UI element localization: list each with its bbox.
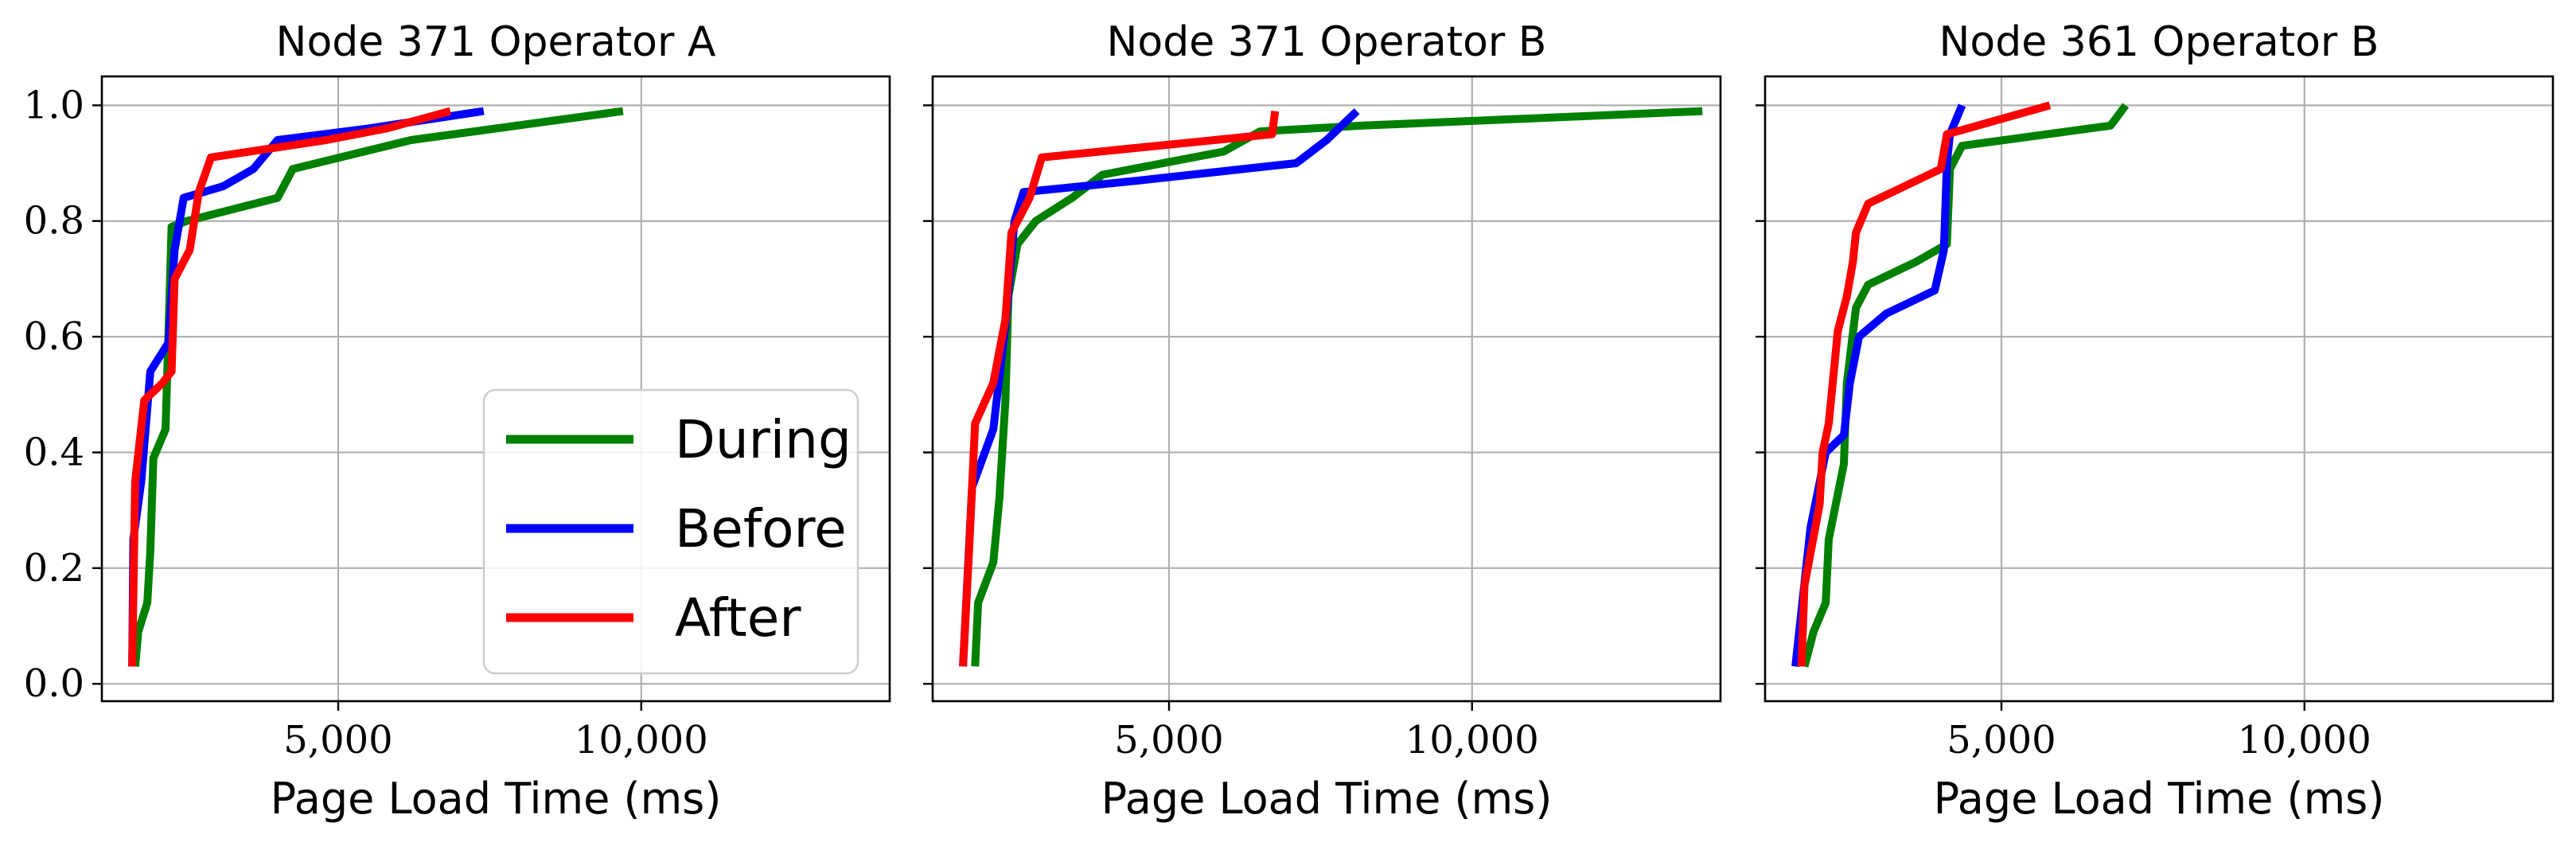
x-tick-label: 10,000 (1405, 718, 1539, 762)
chart-title: Node 371 Operator A (276, 18, 716, 66)
series-line-during (971, 107, 1703, 667)
series-line-after (959, 110, 1280, 667)
axes-frame (100, 75, 891, 703)
x-axis-label: Page Load Time (ms) (1101, 774, 1553, 824)
x-tick-label: 5,000 (283, 718, 392, 762)
legend: During Before After (482, 388, 859, 675)
x-axis-label: Page Load Time (ms) (271, 774, 722, 824)
x-tick-label: 5,000 (1947, 718, 2056, 762)
axes-frame (1763, 75, 2555, 703)
series-line-after (128, 107, 452, 667)
chart-panel-3: 5,000 10,000 Node 361 Operator B Page Load … (1756, 18, 2555, 824)
x-tick-label: 10,000 (2238, 718, 2371, 762)
legend-label-after: After (675, 587, 801, 649)
series-line-before (959, 107, 1360, 667)
axes-frame (931, 75, 1722, 703)
y-tick-label: 0.0 (24, 661, 84, 706)
x-tick-label: 10,000 (575, 718, 708, 762)
x-tick-label: 5,000 (1114, 718, 1223, 762)
series-line-before (1791, 103, 1966, 667)
y-tick-label: 0.6 (24, 314, 84, 359)
legend-box (482, 388, 859, 675)
chart-title: Node 371 Operator B (1107, 18, 1547, 66)
y-tick-label: 0.4 (24, 430, 84, 474)
legend-label-before: Before (675, 498, 847, 560)
chart-title: Node 361 Operator B (1939, 18, 2379, 66)
series-line-after (1797, 101, 2052, 667)
series-line-during (1800, 103, 2130, 668)
y-tick-label: 1.0 (24, 83, 84, 127)
chart-panel-2: 5,000 10,000 Node 371 Operator B Page Load … (923, 18, 1722, 824)
y-tick-label: 0.8 (24, 199, 84, 244)
series-line-before (128, 107, 485, 667)
legend-label-during: During (675, 409, 852, 470)
x-axis-label: Page Load Time (ms) (1934, 774, 2385, 824)
chart-panel-1: 5,000 10,000 0.0 0.2 0.4 0.6 0.8 1.0 Node 371 Op… (24, 18, 891, 824)
y-tick-label: 0.2 (24, 546, 84, 591)
